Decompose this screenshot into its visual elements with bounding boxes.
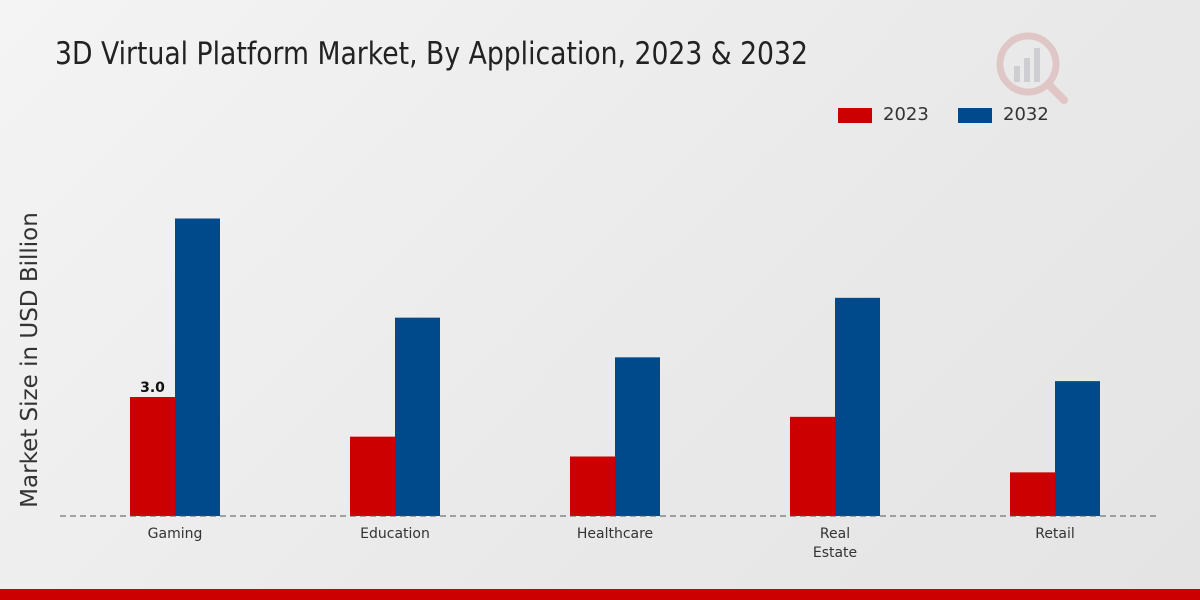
chart-title: 3D Virtual Platform Market, By Applicati… [55, 36, 808, 72]
legend-swatch-2032 [958, 108, 992, 123]
x-tick-label: Estate [813, 545, 857, 561]
bar-2023-education [350, 436, 395, 516]
data-label: 3.0 [140, 380, 165, 396]
bar-2032-education [395, 317, 440, 516]
footer-bar [0, 589, 1200, 600]
bar-2032-gaming [175, 218, 220, 516]
bar-2032-healthcare [615, 357, 660, 516]
bar-2023-healthcare [570, 456, 615, 516]
bar-2023-retail [1010, 472, 1055, 516]
x-tick-label: Gaming [148, 526, 203, 542]
legend-label-2023: 2023 [883, 104, 929, 125]
legend-swatch-2023 [838, 108, 872, 123]
bar-2032-retail [1055, 381, 1100, 516]
bar-2023-real-estate [790, 416, 835, 516]
brand-logo-icon [996, 32, 1068, 104]
x-tick-label: Education [360, 526, 430, 542]
x-tick-label: Retail [1035, 526, 1075, 542]
x-tick-label: Real [820, 526, 850, 542]
legend-label-2032: 2032 [1003, 104, 1049, 125]
x-tick-label: Healthcare [577, 526, 653, 542]
bar-2032-real-estate [835, 297, 880, 516]
bar-2023-gaming [130, 397, 175, 516]
